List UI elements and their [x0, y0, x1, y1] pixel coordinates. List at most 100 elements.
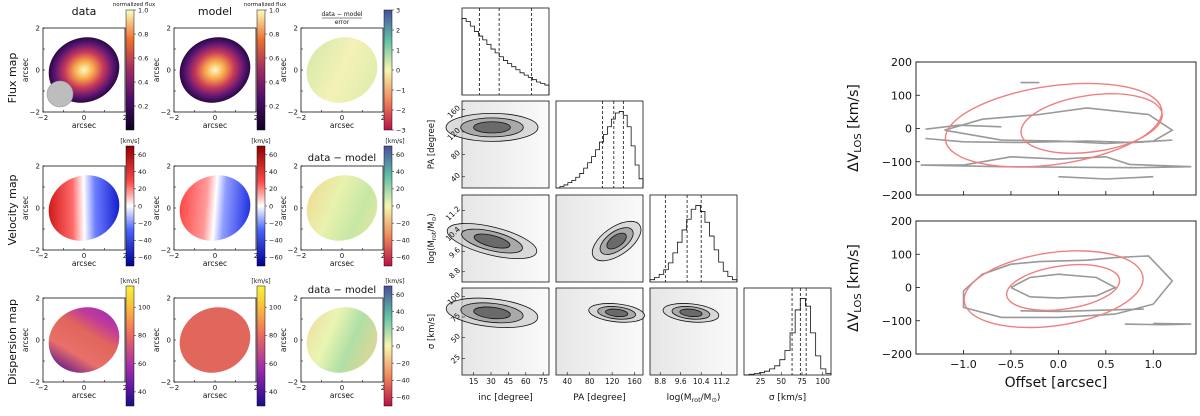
cbar-tick-label: −60: [396, 254, 410, 262]
panel-2d-PA-sigma: [555, 287, 644, 376]
map-ylabel: arcsec: [21, 58, 30, 82]
panel-flux-residual: [300, 27, 384, 113]
map-ytick-label: −2: [161, 109, 171, 117]
hist-panel-sigma: [743, 287, 832, 376]
map-xtick-label: 2: [381, 252, 385, 260]
pv-ytick-label: −100: [882, 156, 912, 169]
cbar-ticks-dispersion-data: 40 60 80 100: [134, 303, 150, 396]
pv-xtick-label: −0.5: [998, 358, 1025, 371]
cbar-tick-label: 0.4: [269, 78, 279, 86]
cbar-tick-label: 0: [269, 202, 273, 210]
cbar-tick-label: −20: [269, 219, 283, 227]
map-xtick-label: −2: [296, 114, 306, 122]
hist-panel-PA: [555, 100, 644, 189]
map-xtick-label: 2: [123, 384, 127, 392]
panel-dispersion-residual: [300, 297, 384, 383]
corner-xtick-label: 120: [605, 377, 620, 386]
map-ytick-label: −2: [161, 247, 171, 255]
corner-xtick-label: 50: [777, 377, 787, 386]
corner-xtick-label: 25: [756, 377, 766, 386]
panel-dispersion-data: [42, 297, 126, 383]
hist-logM: [649, 205, 738, 282]
model-contour: [1005, 263, 1121, 312]
cbar-tick-label: 40: [138, 168, 146, 176]
map-xtick-label: −2: [169, 384, 179, 392]
panel-velocity-model: [173, 165, 257, 251]
pv-top-ylabel: ΔVLOS [km/s]: [846, 84, 864, 172]
contour-PA-logM: [606, 232, 627, 250]
corner-ytick-label: 40: [449, 171, 462, 184]
panel-dispersion-model: [173, 297, 257, 383]
title-residual-dispersion: data − model: [308, 285, 376, 296]
cbar-tick-label: 3: [396, 6, 400, 14]
cbar-tick-label: −20: [138, 219, 152, 227]
pv-diagrams: −200 −100 0 100 200 ΔVLOS [km/s] −200 −100 0 10…: [846, 56, 1197, 391]
map-xtick-label: 0: [82, 252, 86, 260]
map-grid: Flux map Velocity map Dispersion map dat…: [6, 2, 410, 407]
colorbar-velocity-model: [km/s] −60 −40 −20 0 20 40 60: [251, 138, 283, 267]
cbar-units-dispersion-residual: [km/s]: [385, 278, 404, 285]
dispersion-data-map: [48, 307, 120, 373]
row-label-dispersion: Dispersion map: [6, 299, 19, 385]
map-ytick-label: −2: [288, 379, 298, 387]
map-xtick-label: 2: [123, 114, 127, 122]
cbar-tick-label: 0.2: [269, 102, 279, 110]
cbar-tick-label: 60: [269, 151, 277, 159]
cbar-tick-label: 1.0: [138, 6, 148, 14]
pv-bottom-panel: −200 −100 0 100 200 −1.0 −0.5 0.0 0.5 1.0 ΔVLOS […: [846, 215, 1197, 391]
map-xlabel: arcsec: [203, 259, 227, 268]
map-ytick-label: 2: [167, 25, 171, 33]
contour-inc-PA: [473, 121, 511, 134]
pv-bottom-contours: [962, 250, 1192, 329]
corner-xtick-label: 160: [627, 377, 642, 386]
cbar-ticks-velocity-data: −60 −40 −20 0 20 40 60: [134, 151, 152, 262]
flux-model-map: [179, 37, 251, 103]
corner-xtick-label: 8.8: [654, 377, 666, 386]
corner-ytick-label: 8.8: [447, 266, 462, 281]
data-contour: [925, 124, 1002, 130]
cbar-tick-label: −2: [396, 106, 406, 114]
map-xtick-label: 0: [213, 384, 217, 392]
map-ytick-label: −2: [30, 247, 40, 255]
corner-xtick-label: 80: [585, 377, 595, 386]
panel-flux-data: [42, 27, 126, 113]
pv-ytick-label: −100: [882, 315, 912, 328]
cbar-tick-label: 0: [396, 202, 400, 210]
map-ytick-label: 2: [167, 295, 171, 303]
corner-ytick-label: 9.6: [447, 245, 462, 260]
map-ytick-label: 0: [294, 67, 298, 75]
map-xtick-label: 0: [340, 384, 344, 392]
corner-xtick-label: 11.2: [713, 377, 730, 386]
pv-ytick-label: −200: [882, 348, 912, 361]
corner-xtick-label: 9.6: [675, 377, 687, 386]
pv-ytick-label: 100: [891, 248, 912, 261]
pv-ytick-label: 0: [905, 123, 912, 136]
cbar-tick-label: 100: [138, 303, 150, 311]
cbar-tick-label: −40: [396, 377, 410, 385]
pv-bottom-ylabel: ΔVLOS [km/s]: [846, 244, 864, 332]
psf-beam: [46, 80, 74, 108]
map-xlabel: arcsec: [203, 121, 227, 130]
cbar-tick-label: −20: [396, 359, 410, 367]
map-xtick-label: 2: [254, 114, 258, 122]
corner-ytick-label: 25: [449, 352, 462, 365]
data-contour: [1058, 175, 1154, 180]
map-xtick-label: −2: [38, 252, 48, 260]
dispersion-residual-map: [306, 307, 378, 373]
map-ytick-label: 0: [36, 67, 40, 75]
map-ytick-label: 2: [294, 295, 298, 303]
corner-xtick-label: 15: [469, 377, 479, 386]
contour-logM-sigma: [679, 308, 703, 318]
pv-ytick-label: −200: [882, 189, 912, 202]
velocity-model-map: [179, 175, 251, 241]
cbar-units-dispersion-model: [km/s]: [251, 278, 270, 285]
cbar-tick-label: 20: [396, 325, 404, 333]
cbar-tick-label: −60: [138, 254, 152, 262]
map-xlabel: arcsec: [72, 121, 96, 130]
corner-xtick-label: 40: [562, 377, 572, 386]
map-xtick-label: 2: [381, 114, 385, 122]
velocity-residual-map: [306, 175, 378, 241]
pv-ytick-label: 100: [891, 89, 912, 102]
pv-top-contours: [920, 81, 1192, 180]
